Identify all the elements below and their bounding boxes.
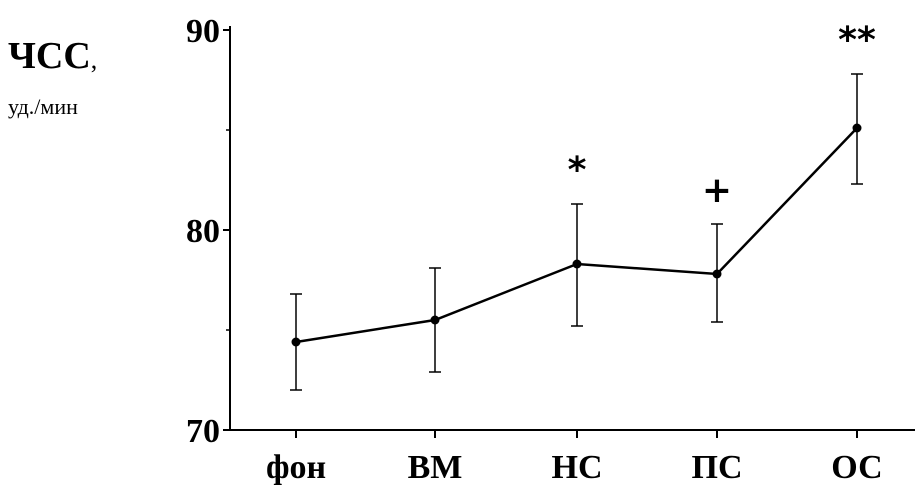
y-axis-unit: уд./мин	[8, 94, 78, 119]
x-tick-label: фон	[266, 449, 326, 486]
data-point	[430, 315, 440, 325]
x-tick-label: ПС	[692, 449, 743, 486]
data-point	[852, 123, 862, 133]
x-tick-label: ОС	[831, 449, 882, 486]
significance-marker: *	[568, 150, 587, 191]
y-axis-title: ЧСС,	[8, 35, 98, 77]
y-tick-label: 70	[186, 413, 220, 450]
y-tick-label: 90	[186, 13, 220, 50]
y-tick-label: 80	[186, 213, 220, 250]
data-point	[291, 337, 301, 347]
x-tick-label: ВМ	[408, 449, 463, 486]
data-point	[572, 259, 582, 269]
significance-marker: **	[838, 20, 876, 61]
data-point	[712, 269, 722, 279]
significance-marker: +	[702, 170, 732, 211]
x-tick-label: НС	[552, 449, 603, 486]
